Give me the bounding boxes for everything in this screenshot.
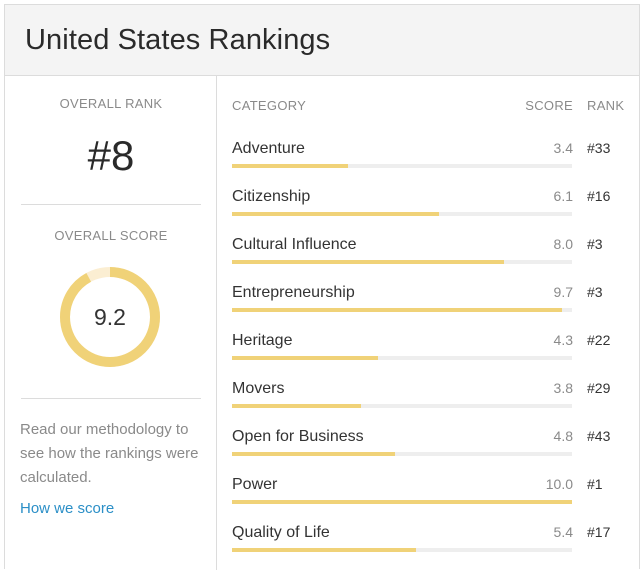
category-rank: #3 bbox=[587, 284, 603, 300]
category-rank: #43 bbox=[587, 428, 611, 444]
score-bar-track bbox=[232, 260, 572, 264]
category-name: Movers bbox=[232, 380, 285, 397]
divider bbox=[21, 398, 201, 399]
score-bar-track bbox=[232, 308, 572, 312]
category-rank: #22 bbox=[587, 332, 611, 348]
category-row: Citizenship 6.1 #16 bbox=[218, 188, 641, 236]
category-row: Adventure 3.4 #33 bbox=[218, 140, 641, 188]
score-bar-fill bbox=[232, 452, 396, 456]
overall-score-label: OVERALL SCORE bbox=[54, 228, 168, 243]
category-name: Heritage bbox=[232, 332, 293, 349]
score-bar-fill bbox=[232, 308, 562, 312]
score-bar-track bbox=[232, 404, 572, 408]
score-bar-fill bbox=[232, 212, 440, 216]
category-rank: #16 bbox=[587, 188, 611, 204]
category-row: Open for Business 4.8 #43 bbox=[218, 428, 641, 476]
donut-fill bbox=[60, 267, 160, 367]
divider bbox=[21, 204, 201, 205]
category-row: Quality of Life 5.4 #17 bbox=[218, 524, 641, 572]
overall-rank-value: #8 bbox=[87, 132, 135, 179]
score-donut bbox=[60, 267, 160, 367]
score-bar-fill bbox=[232, 548, 416, 552]
score-bar-fill bbox=[232, 356, 379, 360]
category-name: Quality of Life bbox=[232, 524, 330, 541]
overall-panel: OVERALL RANK #8 OVERALL SCORE 9.2 Read o… bbox=[5, 76, 217, 570]
category-name: Entrepreneurship bbox=[232, 284, 355, 301]
overall-score-value: 9.2 bbox=[94, 303, 126, 330]
category-rank: #29 bbox=[587, 380, 611, 396]
category-score: 3.8 bbox=[553, 380, 573, 396]
category-row: Entrepreneurship 9.7 #3 bbox=[218, 284, 641, 332]
category-row: Cultural Influence 8.0 #3 bbox=[218, 236, 641, 284]
category-rank: #17 bbox=[587, 524, 611, 540]
score-bar-fill bbox=[232, 164, 348, 168]
methodology-text: Read our methodology to see how the rank… bbox=[20, 421, 199, 486]
category-column-header: CATEGORY bbox=[232, 98, 307, 113]
page-title: United States Rankings bbox=[25, 23, 331, 56]
rank-column-header: RANK bbox=[587, 98, 625, 113]
category-score: 6.1 bbox=[553, 188, 573, 204]
category-name: Open for Business bbox=[232, 428, 364, 445]
score-bar-fill bbox=[232, 404, 362, 408]
category-score: 5.4 bbox=[553, 524, 573, 540]
score-bar-track bbox=[232, 452, 572, 456]
score-column-header: SCORE bbox=[525, 98, 573, 113]
category-name: Power bbox=[232, 476, 278, 493]
score-bar-track bbox=[232, 548, 572, 552]
category-rank: #33 bbox=[587, 140, 611, 156]
card-header: United States Rankings bbox=[5, 5, 639, 76]
how-we-score-link[interactable]: How we score bbox=[20, 500, 115, 517]
category-score: 4.8 bbox=[553, 428, 573, 444]
category-name: Cultural Influence bbox=[232, 236, 357, 253]
category-name: Citizenship bbox=[232, 188, 311, 205]
category-rank: #1 bbox=[587, 476, 603, 492]
category-panel: CATEGORY SCORE RANK Adventure 3.4 #33 Citiz… bbox=[218, 76, 641, 570]
score-bar-track bbox=[232, 212, 572, 216]
category-row: Power 10.0 #1 bbox=[218, 476, 641, 524]
rankings-card: United States Rankings OVERALL RANK #8 O… bbox=[4, 4, 641, 570]
category-score: 3.4 bbox=[553, 140, 573, 156]
category-name: Adventure bbox=[232, 140, 305, 157]
overall-rank-label: OVERALL RANK bbox=[59, 96, 163, 111]
score-bar-fill bbox=[232, 500, 572, 504]
category-score: 4.3 bbox=[553, 332, 573, 348]
score-bar-track bbox=[232, 164, 572, 168]
score-bar-track bbox=[232, 500, 572, 504]
category-score: 9.7 bbox=[553, 284, 573, 300]
category-row: Heritage 4.3 #22 bbox=[218, 332, 641, 380]
category-rank: #3 bbox=[587, 236, 603, 252]
score-bar-fill bbox=[232, 260, 504, 264]
category-score: 10.0 bbox=[545, 476, 573, 492]
category-row: Movers 3.8 #29 bbox=[218, 380, 641, 428]
category-score: 8.0 bbox=[553, 236, 573, 252]
score-bar-track bbox=[232, 356, 572, 360]
